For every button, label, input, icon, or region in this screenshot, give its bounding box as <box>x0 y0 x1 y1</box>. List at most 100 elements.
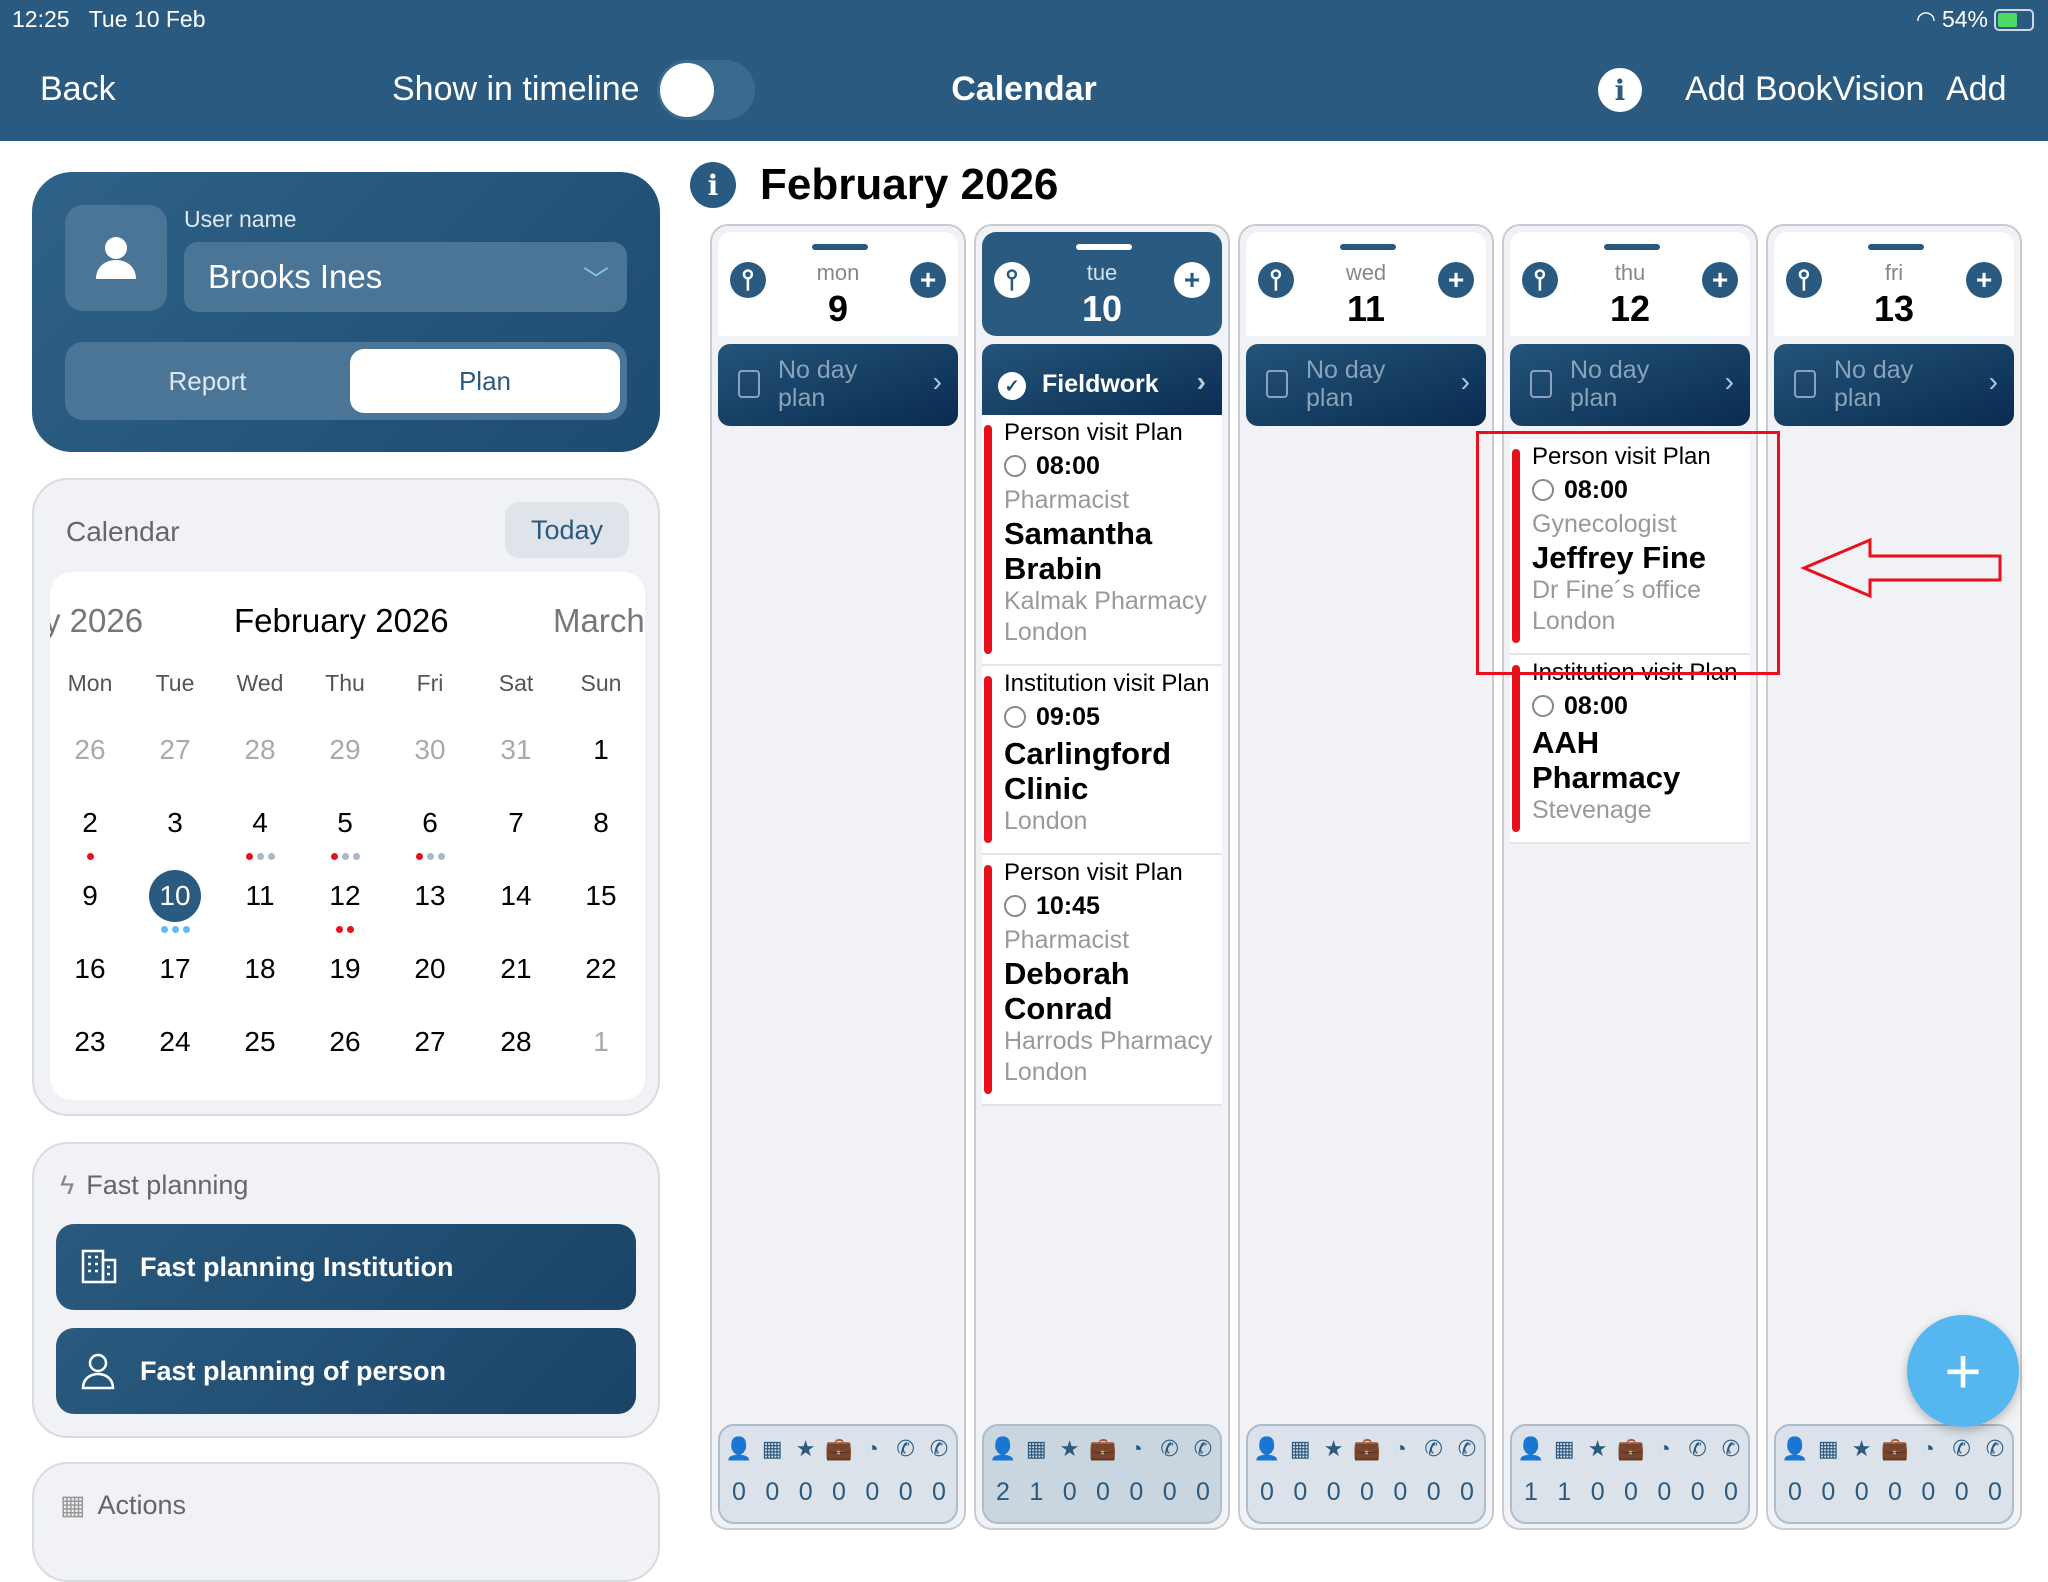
calendar-day[interactable]: 14 <box>476 880 556 912</box>
add-button[interactable]: Add <box>1946 70 2007 108</box>
calendar-day[interactable]: 24 <box>135 1026 215 1058</box>
calendar-day[interactable]: 25 <box>220 1026 300 1058</box>
calendar-day[interactable]: 27 <box>390 1026 470 1058</box>
day-plan-button[interactable]: No day plan › <box>1774 344 2014 426</box>
add-icon[interactable]: + <box>1174 262 1210 298</box>
event-card[interactable]: Person visit Plan 10:45 Pharmacist Deborah … <box>982 855 1222 1106</box>
calendar-day[interactable]: 17 <box>135 953 215 985</box>
calendar-day[interactable]: 9 <box>50 880 130 912</box>
calendar-day[interactable]: 23 <box>50 1026 130 1058</box>
day-name: fri <box>1884 260 1904 285</box>
today-button[interactable]: Today <box>505 502 629 558</box>
show-in-timeline-label: Show in timeline <box>392 70 640 108</box>
calendar-day[interactable]: 28 <box>476 1026 556 1058</box>
user-name-label: User name <box>184 206 297 232</box>
stat-count: 0 <box>1360 1478 1374 1506</box>
calendar-day[interactable]: 26 <box>305 1026 385 1058</box>
tab-report[interactable]: Report <box>168 365 247 396</box>
stat-count: 0 <box>1326 1478 1341 1506</box>
day-column-wed: ⫯ + wed 11 No day plan › 👤 ▦ ★ 💼 ◔ ✆ ✆ 0 0 0 0 0 0 0 <box>1238 224 1494 1530</box>
drag-handle[interactable] <box>812 244 868 250</box>
phone-outgoing-icon: ✆ <box>1721 1436 1741 1461</box>
add-icon[interactable]: + <box>1702 262 1738 298</box>
pin-icon[interactable]: ⫯ <box>1522 262 1558 298</box>
calendar-day[interactable]: 2 <box>50 807 130 839</box>
phone-icon: ✆ <box>896 1436 915 1461</box>
show-in-timeline-toggle[interactable] <box>657 60 755 120</box>
event-card[interactable]: Person visit Plan 08:00 Pharmacist Samantha… <box>982 415 1222 666</box>
pin-icon[interactable]: ⫯ <box>1258 262 1294 298</box>
calendar-day[interactable]: 8 <box>561 807 641 839</box>
next-month-label[interactable]: March <box>553 602 645 639</box>
event-dot <box>352 853 360 860</box>
pin-icon[interactable]: ⫯ <box>730 262 766 298</box>
calendar-day[interactable]: 28 <box>220 734 300 766</box>
phone-icon: ✆ <box>1160 1436 1179 1461</box>
calendar-day[interactable]: 21 <box>476 953 556 985</box>
calendar-day[interactable]: 19 <box>305 953 385 985</box>
calendar-day[interactable]: 16 <box>50 953 130 985</box>
add-icon[interactable]: + <box>1438 262 1474 298</box>
info-icon[interactable]: i <box>1598 68 1642 112</box>
add-icon[interactable]: + <box>910 262 946 298</box>
stat-count: 0 <box>1988 1478 2002 1506</box>
day-plan-button[interactable]: No day plan › <box>1510 344 1750 426</box>
calendar-day[interactable]: 15 <box>561 880 641 912</box>
day-plan-button[interactable]: No day plan › <box>718 344 958 426</box>
calendar-day[interactable]: 27 <box>135 734 215 766</box>
add-icon[interactable]: + <box>1966 262 2002 298</box>
event-dots <box>305 853 385 860</box>
drag-handle[interactable] <box>1076 244 1132 250</box>
fast-planning-institution-button[interactable]: Fast planning Institution <box>56 1224 636 1310</box>
calendar-day[interactable]: 30 <box>390 734 470 766</box>
calendar-day-number: 25 <box>244 1026 276 1057</box>
event-card[interactable]: Institution visit Plan 08:00 AAH Pharmacy S… <box>1510 655 1750 844</box>
calendar-day[interactable]: 20 <box>390 953 470 985</box>
calendar-day[interactable]: 26 <box>50 734 130 766</box>
add-bookvision-button[interactable]: Add BookVision <box>1685 70 1925 108</box>
calendar-day[interactable]: 22 <box>561 953 641 985</box>
calendar-day[interactable]: 11 <box>220 880 300 912</box>
calendar-day[interactable]: 3 <box>135 807 215 839</box>
day-plan-button[interactable]: No day plan › <box>1246 344 1486 426</box>
stat-count: 1 <box>1029 1478 1044 1506</box>
calendar-day[interactable]: 6 <box>390 807 470 839</box>
user-name-select[interactable]: Brooks Ines ﹀ <box>184 242 627 312</box>
calendar-day[interactable]: 10 <box>135 870 215 922</box>
weekday-label: Mon <box>67 670 113 696</box>
drag-handle[interactable] <box>1868 244 1924 250</box>
document-icon <box>1266 370 1288 398</box>
calendar-day[interactable]: 5 <box>305 807 385 839</box>
document-icon <box>738 370 760 398</box>
lightning-icon: ϟ <box>60 1170 75 1200</box>
event-color-bar <box>984 676 992 843</box>
calendar-day-number: 5 <box>337 807 353 838</box>
battery-percent: 54% <box>1941 6 1988 32</box>
pin-icon[interactable]: ⫯ <box>994 262 1030 298</box>
calendar-day[interactable]: 18 <box>220 953 300 985</box>
event-time-row: 08:00 <box>1004 447 1214 485</box>
day-plan-button[interactable]: ✓ Fieldwork › <box>982 344 1222 426</box>
fast-planning-person-button[interactable]: Fast planning of person <box>56 1328 636 1414</box>
drag-handle[interactable] <box>1604 244 1660 250</box>
calendar-day[interactable]: 4 <box>220 807 300 839</box>
tab-plan[interactable]: Plan <box>350 349 620 413</box>
calendar-day[interactable]: 13 <box>390 880 470 912</box>
calendar-day[interactable]: 31 <box>476 734 556 766</box>
calendar-day[interactable]: 1 <box>561 1026 641 1058</box>
pin-icon[interactable]: ⫯ <box>1786 262 1822 298</box>
back-button[interactable]: Back <box>40 70 116 108</box>
calendar-day[interactable]: 29 <box>305 734 385 766</box>
event-card[interactable]: Institution visit Plan 09:05 Carlingford C… <box>982 666 1222 855</box>
info-icon[interactable]: i <box>690 162 736 208</box>
star-icon: ★ <box>1059 1436 1080 1461</box>
event-time-row: 09:05 <box>1004 698 1214 736</box>
calendar-day[interactable]: 7 <box>476 807 556 839</box>
prev-month-label[interactable]: y 2026 <box>50 602 144 639</box>
calendar-day[interactable]: 12 <box>305 880 385 912</box>
event-role: Pharmacist <box>1004 486 1130 514</box>
calendar-day[interactable]: 1 <box>561 734 641 766</box>
drag-handle[interactable] <box>1340 244 1396 250</box>
event-card[interactable]: Person visit Plan 08:00 Gynecologist Jeffre… <box>1510 439 1750 655</box>
floating-add-button[interactable]: + <box>1907 1315 2019 1427</box>
